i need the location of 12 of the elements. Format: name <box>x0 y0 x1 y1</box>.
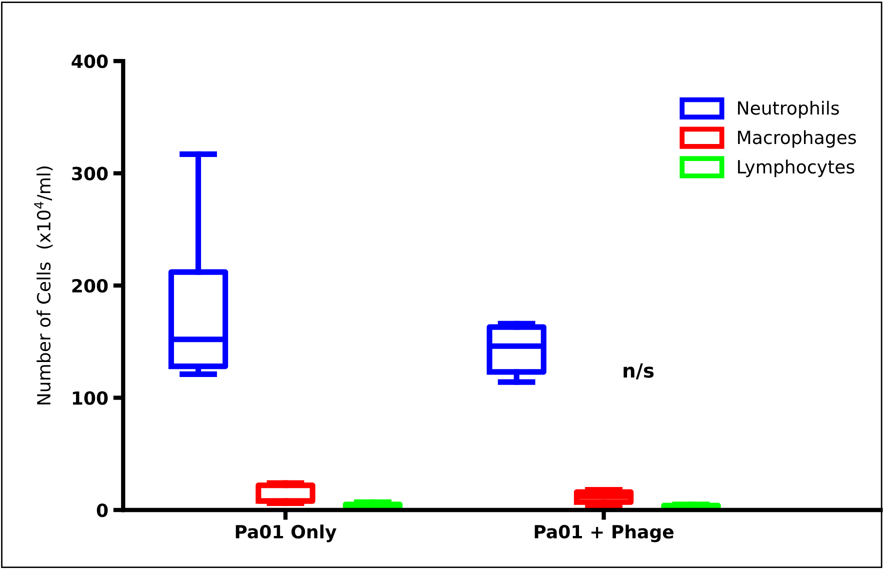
annotation: n/s <box>624 363 654 380</box>
y-tick-label: 200 <box>72 278 108 293</box>
y-tick-label: 0 <box>96 503 108 518</box>
legend-label: Macrophages <box>738 130 856 148</box>
x-tick-label: Pa01 Only <box>236 524 336 542</box>
legend-label: Neutrophils <box>738 100 839 118</box>
legend-label: Lymphocytes <box>738 160 854 178</box>
x-tick-label: Pa01 + Phage <box>534 524 674 542</box>
y-tick-label: 400 <box>72 54 108 68</box>
y-axis-title: Number of Cells (x10$^{4}$/ml) <box>34 166 53 404</box>
y-tick-label: 300 <box>72 166 108 180</box>
y-tick-label: 100 <box>72 391 108 405</box>
